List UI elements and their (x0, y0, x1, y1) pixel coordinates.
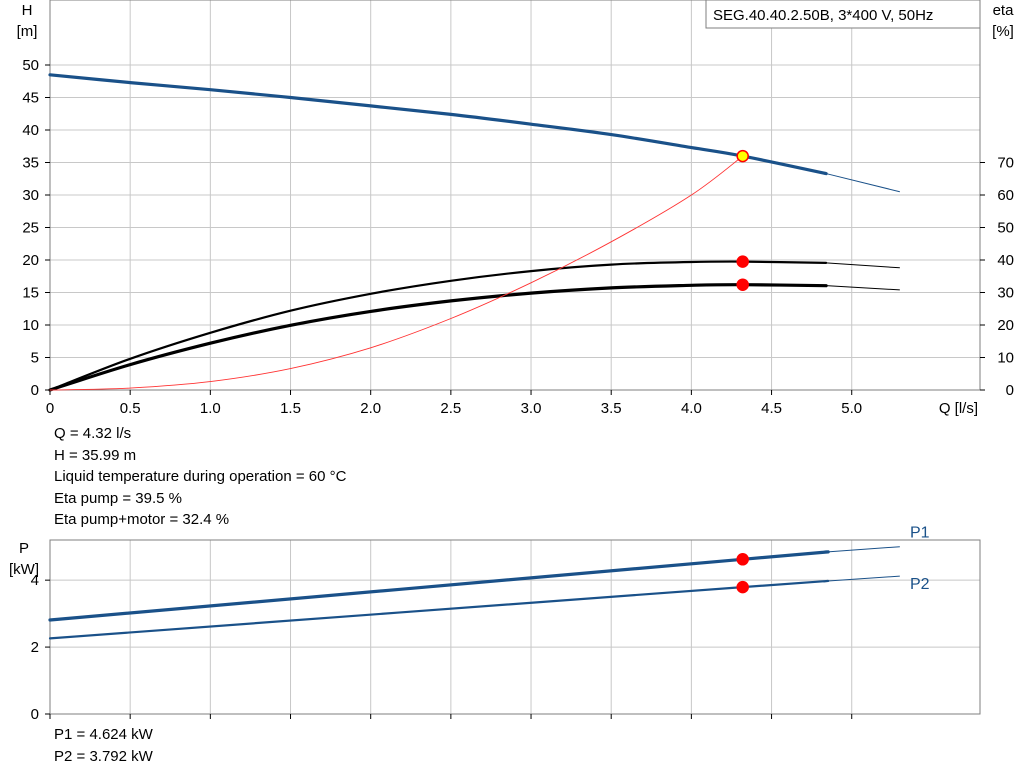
duty-point-marker (736, 278, 749, 291)
series-extension-line (826, 575, 900, 582)
info-liquid-temperature: Liquid temperature during operation = 60… (54, 468, 347, 485)
y-right-tick-label: 0 (1006, 382, 1014, 399)
y-axis-label: H (22, 2, 33, 19)
y-right-axis-unit: [%] (992, 23, 1014, 40)
y-tick-label: 0 (31, 706, 39, 723)
x-axis-label: Q [l/s] (939, 400, 978, 417)
power-chart: 0 2 4P [kW] P1 P2 (9, 525, 981, 723)
series-line (49, 155, 744, 391)
series-line (48, 283, 828, 392)
x-tick-label: 2.0 (360, 400, 381, 417)
x-tick-label: 1.5 (280, 400, 301, 417)
y-axis-label: P (19, 540, 29, 557)
x-tick-label: 4.5 (761, 400, 782, 417)
x-tick-label: 4.0 (681, 400, 702, 417)
y-axis-unit: [m] (17, 23, 38, 40)
performance-chart: 0 0.5 1.0 1.5 2.0 2.5 3.0 3.5 4.0 4.5 5.0 0 5 10 15 20 2… (17, 0, 1015, 417)
y-tick-label: 5 (31, 350, 39, 367)
series-extension-line (826, 262, 900, 269)
series-label-p1: P1 (910, 525, 930, 542)
y-tick-label: 40 (22, 122, 39, 139)
duty-point-marker (736, 149, 749, 163)
y-right-tick-label: 20 (997, 317, 1014, 334)
series-extension-line (826, 546, 900, 553)
series-label-p2: P2 (910, 576, 930, 593)
y-right-tick-label: 50 (997, 220, 1014, 237)
info-eta-pump-motor: Eta pump+motor = 32.4 % (54, 511, 230, 528)
duty-point-marker (736, 255, 749, 268)
series-extension-line (826, 285, 900, 291)
y-right-axis-label: eta (993, 2, 1015, 19)
y-right-tick-label: 40 (997, 252, 1014, 269)
series-extension-line (825, 173, 900, 193)
info-head: H = 35.99 m (54, 446, 137, 464)
y-right-tick-label: 70 (997, 155, 1014, 172)
y-right-tick-label: 30 (997, 285, 1014, 302)
x-tick-label: 3.5 (601, 400, 622, 417)
y-tick-label: 10 (22, 317, 39, 334)
y-right-tick-label: 10 (997, 350, 1014, 367)
x-tick-label: 0 (46, 400, 54, 417)
y-right-tick-label: 60 (997, 187, 1014, 204)
info-p1: P1 = 4.624 kW (54, 726, 153, 743)
y-tick-label: 15 (22, 285, 39, 302)
y-tick-label: 20 (22, 252, 39, 269)
x-tick-label: 0.5 (120, 400, 141, 417)
series-line (48, 73, 828, 176)
series-line (48, 260, 828, 392)
x-tick-label: 2.5 (440, 400, 461, 417)
duty-point-marker (736, 580, 749, 594)
info-p2: P2 = 3.792 kW (54, 747, 153, 765)
x-tick-label: 5.0 (841, 400, 862, 417)
duty-point-info: Q = 4.32 l/s H = 35.99 m Liquid temperat… (54, 423, 346, 531)
duty-point-marker (736, 553, 749, 566)
x-tick-label: 1.0 (200, 400, 221, 417)
chart-title: SEG.40.40.2.50B, 3*400 V, 50Hz (713, 7, 933, 24)
y-tick-label: 50 (22, 57, 39, 74)
y-tick-label: 2 (31, 639, 39, 656)
y-tick-label: 4 (31, 572, 39, 589)
title-box (705, 0, 981, 29)
x-tick-label: 3.0 (521, 400, 542, 417)
info-flow: Q = 4.32 l/s (54, 425, 132, 442)
power-info: P1 = 4.624 kW P2 = 3.792 kW (54, 724, 153, 767)
y-tick-label: 35 (22, 155, 39, 172)
y-tick-label: 0 (31, 382, 39, 399)
plot-frame (49, 539, 981, 715)
info-eta-pump: Eta pump = 39.5 % (54, 489, 182, 507)
y-axis-unit: [kW] (9, 561, 39, 578)
y-tick-label: 25 (22, 220, 39, 237)
y-tick-label: 45 (22, 90, 39, 107)
y-tick-label: 30 (22, 187, 39, 204)
